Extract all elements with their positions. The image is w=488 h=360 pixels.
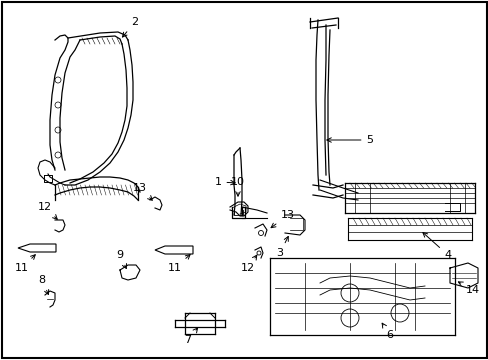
Text: 12: 12 <box>38 202 57 219</box>
Text: 2: 2 <box>122 17 138 37</box>
Text: 13: 13 <box>133 183 152 200</box>
Text: 1: 1 <box>214 177 235 187</box>
Text: 9: 9 <box>116 250 126 269</box>
Text: 11: 11 <box>15 255 35 273</box>
Text: 13: 13 <box>270 210 294 228</box>
Text: 4: 4 <box>422 233 450 260</box>
Text: 14: 14 <box>457 282 479 295</box>
Text: 3: 3 <box>276 237 288 258</box>
Text: 12: 12 <box>241 255 256 273</box>
Text: 8: 8 <box>39 275 48 294</box>
Text: 10: 10 <box>230 177 244 196</box>
Text: 5: 5 <box>326 135 373 145</box>
Text: 11: 11 <box>168 255 190 273</box>
Text: 6: 6 <box>381 323 393 340</box>
Text: 7: 7 <box>184 328 197 345</box>
